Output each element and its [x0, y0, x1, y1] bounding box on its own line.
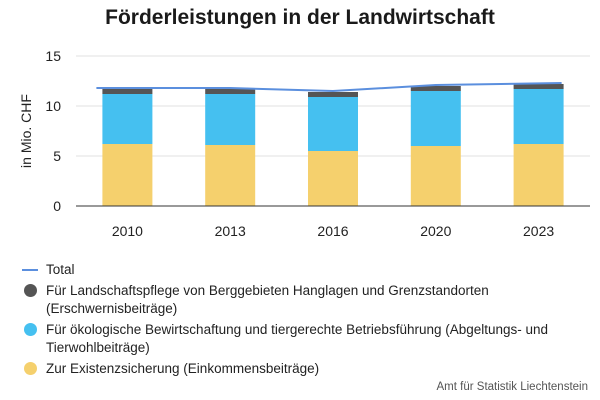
axis-layer: 0 5 10 15 in Mio. CHF 2010 2013 2016 2020 2023: [18, 48, 590, 239]
bar-segment: [410, 86, 461, 91]
bar-segment: [102, 144, 153, 206]
bar-segment: [102, 94, 153, 144]
x-tick-label: 2016: [317, 223, 348, 239]
y-axis-label: in Mio. CHF: [18, 94, 34, 168]
legend-item-total: Total: [22, 261, 592, 279]
y-tick-label: 15: [45, 48, 61, 64]
bar-layer: [102, 84, 564, 206]
bar-segment: [308, 92, 358, 97]
source-note: Amt für Statistik Liechtenstein: [436, 381, 588, 393]
x-tick-label: 2023: [523, 223, 554, 239]
chart-plot: 0 5 10 15 in Mio. CHF 2010 2013 2016 2020 2023: [18, 48, 590, 239]
legend-item-oekologisch: Für ökologische Bewirtschaftung und tier…: [22, 321, 592, 357]
legend-item-erschwernis: Für Landschaftspflege von Berggebieten H…: [22, 282, 592, 318]
total-line: [96, 82, 562, 93]
bar-segment: [513, 84, 564, 89]
legend-swatch-existenz: [24, 362, 37, 375]
bar-segment: [205, 145, 256, 206]
bar-segment: [102, 89, 153, 94]
legend-label-erschwernis: Für Landschaftspflege von Berggebieten H…: [46, 283, 489, 316]
legend-item-existenz: Zur Existenzsicherung (Einkommensbeiträg…: [22, 360, 592, 378]
bar-segment: [308, 151, 358, 206]
bar-segment: [205, 89, 256, 94]
bar-segment: [308, 97, 358, 151]
legend: Total Für Landschaftspflege von Berggebi…: [22, 261, 592, 381]
y-tick-label: 5: [53, 148, 61, 164]
legend-swatch-total: [22, 269, 38, 271]
bar-segment: [513, 144, 564, 206]
legend-label-oekologisch: Für ökologische Bewirtschaftung und tier…: [46, 322, 549, 355]
chart-title: Förderleistungen in der Landwirtschaft: [105, 6, 495, 29]
y-tick-label: 10: [45, 98, 61, 114]
legend-swatch-oekologisch: [24, 323, 37, 336]
line-layer: [96, 82, 562, 93]
legend-swatch-erschwernis: [24, 284, 37, 297]
x-tick-label: 2013: [215, 223, 246, 239]
y-tick-label: 0: [53, 198, 61, 214]
bar-segment: [410, 91, 461, 146]
bar-segment: [410, 146, 461, 206]
bar-segment: [205, 94, 256, 145]
bar-segment: [513, 89, 564, 144]
legend-label-existenz: Zur Existenzsicherung (Einkommensbeiträg…: [46, 361, 320, 376]
legend-label-total: Total: [46, 262, 75, 277]
x-tick-label: 2010: [112, 223, 143, 239]
x-tick-label: 2020: [420, 223, 451, 239]
